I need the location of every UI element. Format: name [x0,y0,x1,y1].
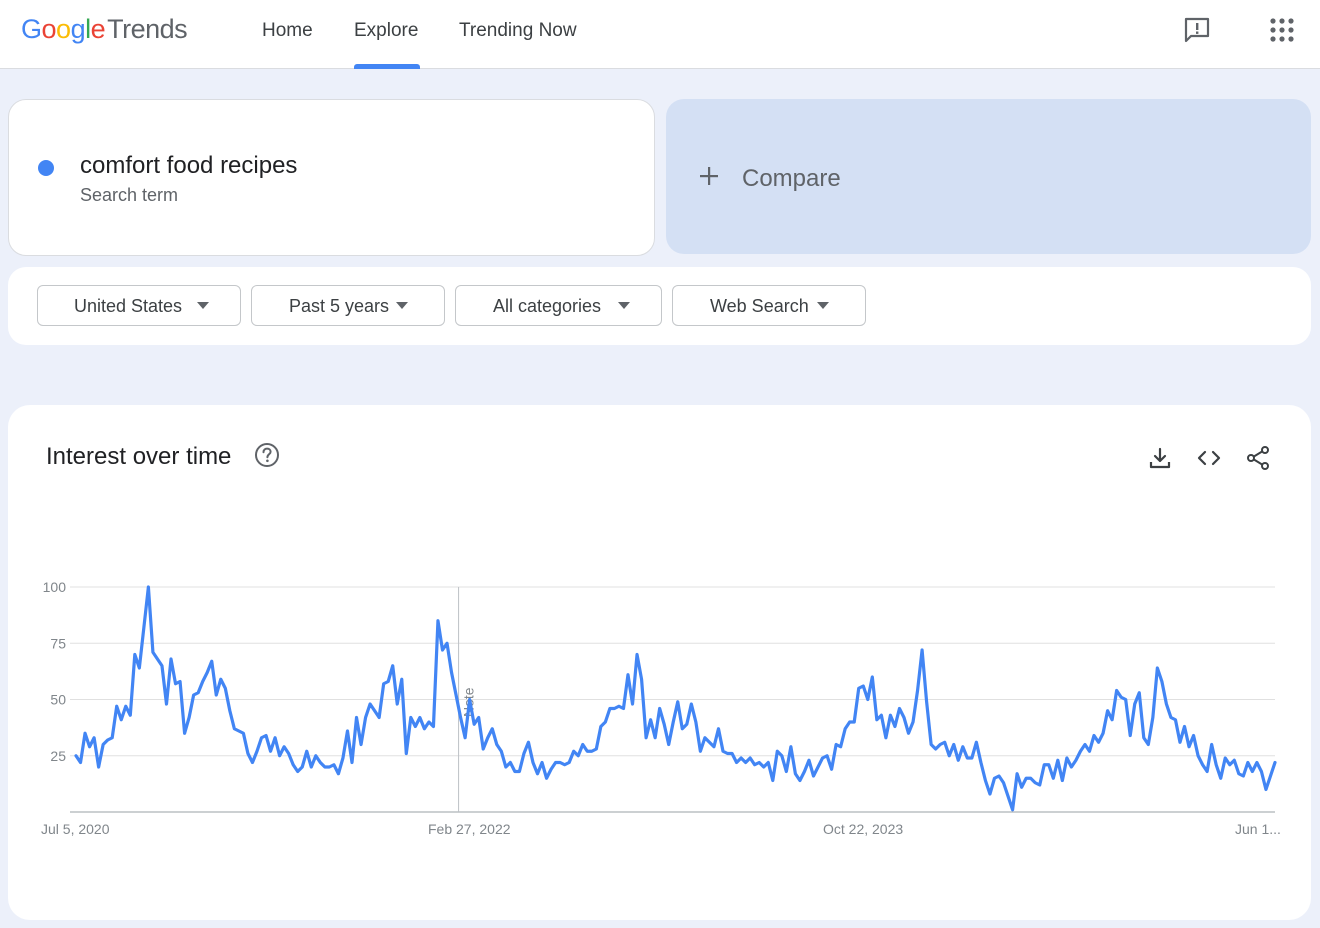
logo-letter: e [90,14,106,44]
compare-button[interactable]: Compare [666,99,1311,254]
term-color-dot [38,160,54,176]
google-trends-logo[interactable]: GoogleTrends [21,14,188,45]
embed-code-icon[interactable] [1196,445,1222,471]
chevron-down-icon [396,302,408,309]
logo-letter: o [56,14,71,44]
y-tick-label: 75 [50,635,66,651]
chevron-down-icon [197,302,209,309]
time-range-dropdown-label: Past 5 years [289,296,390,316]
logo-trends-word: Trends [107,14,188,44]
search-term-card[interactable]: comfort food recipes Search term [8,99,655,256]
share-icon[interactable] [1245,445,1271,471]
search-type-dropdown[interactable]: Web Search [672,285,866,326]
logo-letter: o [41,14,57,44]
interest-over-time-card: Interest over time 25 50 75 100 Note Jul 5, 2… [8,405,1311,920]
compare-label: Compare [742,165,841,192]
category-dropdown[interactable]: All categories [455,285,662,326]
region-dropdown-label: United States [74,296,183,316]
search-term-subtitle: Search term [80,185,179,205]
x-tick-label: Oct 22, 2023 [823,821,903,837]
time-range-dropdown[interactable]: Past 5 years [251,285,445,326]
logo-letter: g [70,14,86,44]
y-tick-label: 50 [50,692,66,708]
tab-home[interactable]: Home [262,20,313,41]
chevron-down-icon [618,302,630,309]
region-dropdown[interactable]: United States [37,285,241,326]
search-term-text[interactable]: comfort food recipes [80,152,298,179]
x-tick-label: Jul 5, 2020 [41,821,110,837]
series-line-comfort-food-recipes [74,585,1277,812]
x-tick-label: Feb 27, 2022 [428,821,511,837]
y-tick-label: 25 [50,748,66,764]
active-tab-indicator [354,64,420,69]
filters-bar: United States Past 5 years All categorie… [8,267,1311,345]
chevron-down-icon [817,302,829,309]
x-tick-label: Jun 1... [1235,821,1281,837]
tab-explore[interactable]: Explore [354,20,419,41]
top-bar: GoogleTrends Home Explore Trending Now [0,0,1320,69]
plus-icon [700,167,718,185]
category-dropdown-label: All categories [493,296,602,316]
tab-trending-now[interactable]: Trending Now [459,20,577,41]
chart-title: Interest over time [46,443,232,470]
y-tick-label: 100 [43,579,67,595]
help-icon[interactable] [254,442,280,468]
download-icon[interactable] [1147,445,1173,471]
logo-letter: l [85,14,91,44]
feedback-icon[interactable] [1183,16,1211,44]
search-type-dropdown-label: Web Search [710,296,809,316]
apps-grid-icon[interactable] [1268,16,1296,44]
logo-letter: G [21,14,42,44]
